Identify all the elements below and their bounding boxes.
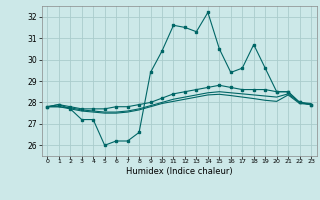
X-axis label: Humidex (Indice chaleur): Humidex (Indice chaleur) (126, 167, 233, 176)
